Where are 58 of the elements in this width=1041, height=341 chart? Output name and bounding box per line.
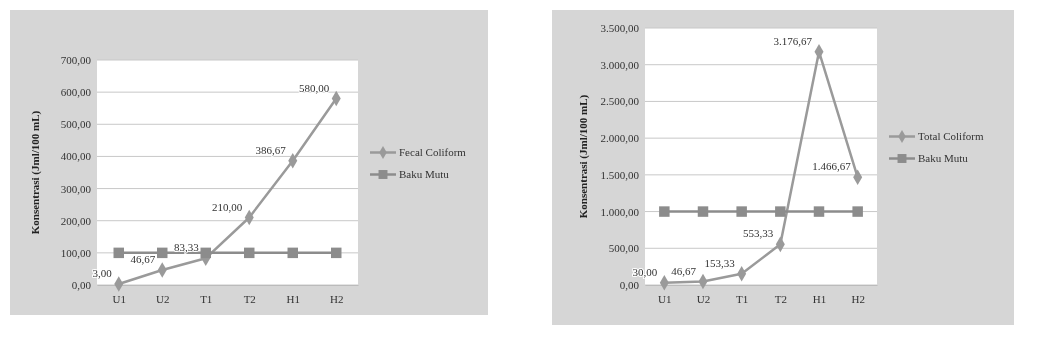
legend-label: Fecal Coliform — [399, 146, 467, 159]
x-tick-label: U1 — [658, 292, 672, 305]
point — [852, 206, 863, 217]
point — [287, 247, 298, 259]
data-label: 46,67 — [671, 264, 697, 277]
data-label: 83,33 — [174, 241, 200, 254]
x-tick-label: H2 — [851, 292, 865, 305]
point — [736, 206, 747, 217]
data-label: 1.466,67 — [812, 160, 852, 173]
y-tick-label: 3.000,00 — [600, 58, 640, 71]
data-label: 46,67 — [130, 253, 156, 265]
y-tick-label: 700,00 — [60, 54, 92, 67]
point — [157, 247, 168, 259]
data-label: 386,67 — [255, 143, 287, 156]
data-label: 553,33 — [743, 227, 774, 240]
y-tick-label: 500,00 — [608, 242, 640, 255]
point — [200, 247, 211, 259]
y-axis-title: Konsentrasi (Jml/100 mL) — [577, 94, 590, 219]
data-label: 3.176,67 — [773, 34, 813, 47]
x-tick-label: T2 — [243, 292, 256, 305]
point — [113, 247, 124, 259]
data-label: 580,00 — [299, 81, 330, 94]
y-tick-label: 500,00 — [60, 118, 92, 131]
y-tick-label: 0,00 — [619, 279, 640, 292]
data-label: 210,00 — [212, 200, 243, 213]
y-tick-label: 2.500,00 — [600, 95, 640, 108]
x-tick-label: T1 — [736, 292, 749, 305]
y-tick-label: 0,00 — [71, 279, 92, 292]
legend-label: Baku Mutu — [399, 168, 450, 181]
y-tick-label: 100,00 — [60, 246, 92, 259]
data-label: 3,00 — [92, 267, 113, 280]
y-tick-label: 300,00 — [60, 182, 92, 195]
x-tick-label: U2 — [156, 292, 170, 305]
point — [244, 247, 255, 259]
point — [697, 206, 709, 217]
y-tick-label: 1.500,00 — [600, 168, 640, 181]
y-tick-label: 2.000,00 — [600, 132, 640, 145]
x-tick-label: H1 — [812, 292, 827, 305]
point — [331, 247, 342, 259]
x-tick-label: T2 — [774, 292, 787, 305]
y-axis-title: Konsentrasi (Jml/100 mL) — [29, 110, 42, 235]
legend-label: Total Coliform — [918, 130, 984, 143]
x-tick-label: U1 — [112, 292, 126, 305]
y-tick-label: 1.000,00 — [600, 205, 640, 218]
x-tick-label: T1 — [200, 292, 213, 305]
y-tick-label: 400,00 — [60, 150, 92, 163]
point — [659, 206, 670, 217]
y-tick-label: 3.500,00 — [600, 22, 640, 35]
legend-label: Baku Mutu — [918, 152, 969, 165]
y-tick-label: 600,00 — [60, 86, 92, 99]
data-label: 30,00 — [632, 265, 658, 278]
point — [813, 206, 825, 217]
point — [775, 206, 786, 217]
y-tick-label: 200,00 — [60, 214, 92, 227]
x-tick-label: H1 — [286, 292, 300, 305]
x-tick-label: H2 — [330, 292, 344, 305]
x-tick-label: U2 — [696, 292, 711, 305]
data-label: 153,33 — [704, 256, 736, 269]
